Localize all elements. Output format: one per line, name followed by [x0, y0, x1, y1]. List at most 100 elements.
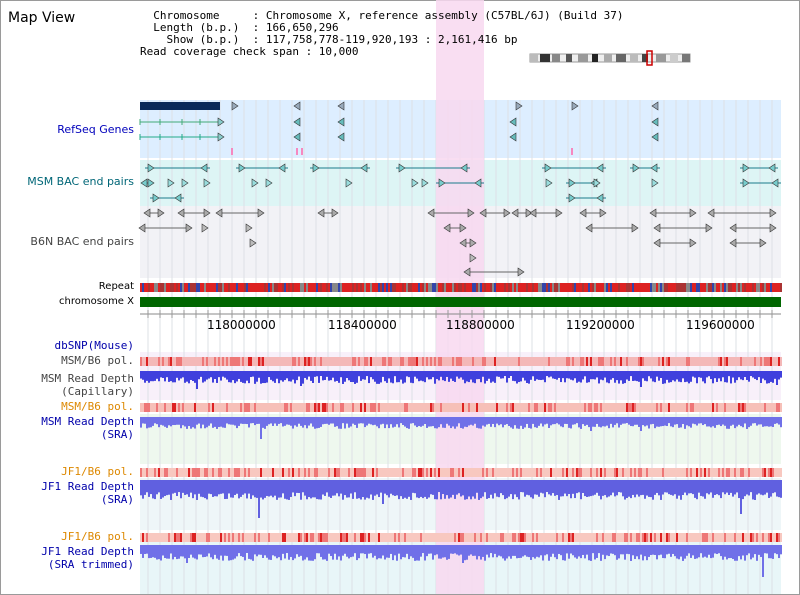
msm-b6-pol-cell: [550, 403, 552, 412]
jf1-trim-depth-bar: [392, 545, 394, 561]
msm-b6-pol-cell: [626, 357, 628, 366]
ideogram-band: [566, 54, 572, 62]
jf1-sra-depth-bar: [554, 480, 556, 496]
jf1-sra-depth-bar: [662, 480, 664, 495]
jf1-sra-depth-bar: [616, 480, 618, 496]
jf1-sra-depth-bar: [738, 480, 740, 499]
track-label-refseq-genes[interactable]: RefSeq Genes: [57, 123, 134, 136]
jf1-trim-depth-bar: [658, 545, 660, 556]
jf1-b6-pol-cell: [376, 533, 378, 542]
msm-sra-depth-bar: [332, 417, 334, 424]
msm-b6-pol-cell: [646, 403, 648, 412]
jf1-b6-pol-cell: [764, 468, 766, 477]
capillary-depth-bar: [162, 371, 164, 378]
capillary-depth-bar: [450, 371, 452, 379]
jf1-b6-pol-cell: [594, 533, 596, 542]
jf1-b6-pol-cell: [346, 468, 348, 477]
jf1-b6-pol-cell: [658, 468, 660, 477]
msm-sra-depth-bar: [676, 417, 678, 425]
repeat-segment: [690, 283, 692, 292]
jf1-trim-depth-bar: [364, 545, 366, 555]
msm-sra-depth-bar: [764, 417, 766, 427]
msm-b6-pol-cell: [486, 357, 488, 366]
capillary-depth-bar: [298, 371, 300, 377]
msm-b6-pol-cell: [314, 357, 316, 366]
jf1-trim-depth-bar: [512, 545, 514, 556]
msm-b6-pol-cell: [462, 357, 464, 366]
msm-b6-pol-cell: [686, 357, 688, 366]
jf1-b6-pol-cell: [396, 533, 398, 542]
jf1-b6-pol-cell: [448, 468, 450, 477]
jf1-b6-pol-cell: [572, 468, 574, 477]
jf1-trim-depth-bar: [528, 545, 530, 558]
track-label-dbsnp[interactable]: dbSNP(Mouse): [54, 339, 134, 352]
capillary-depth-bar: [364, 371, 366, 380]
msm-bac-end: [238, 163, 246, 173]
msm-sra-depth-bar: [716, 417, 718, 426]
repeat-segment: [394, 283, 396, 292]
msm-b6-pol-cell: [654, 403, 656, 412]
msm-sra-depth-bar: [426, 417, 428, 428]
jf1-b6-pol-cell: [746, 533, 748, 542]
jf1-b6-pol-cell: [416, 533, 418, 542]
msm-b6-pol-cell: [144, 403, 146, 412]
msm-b6-pol-cell: [326, 403, 328, 412]
capillary-depth-bar: [602, 371, 604, 381]
jf1-sra-depth-bar: [436, 480, 438, 500]
repeat-segment: [468, 283, 470, 292]
msm-bac-end: [742, 163, 750, 173]
jf1-sra-depth-bar: [266, 480, 268, 496]
jf1-b6-pol-cell: [698, 468, 700, 477]
repeat-segment: [408, 283, 410, 292]
jf1-b6-pol-cell: [462, 468, 464, 477]
jf1-b6-pol-cell: [508, 533, 510, 542]
msm-b6-pol-cell: [232, 357, 234, 366]
track-label-msm-bac[interactable]: MSM BAC end pairs: [27, 175, 134, 188]
jf1-sra-depth-bar: [398, 480, 400, 500]
jf1-sra-depth-bar: [618, 480, 620, 493]
jf1-b6-pol-cell: [220, 468, 222, 477]
msm-sra-depth-bar: [156, 417, 158, 425]
jf1-b6-pol-cell: [232, 533, 234, 542]
repeat-segment: [148, 283, 150, 292]
msm-b6-pol-cell: [480, 357, 482, 366]
jf1-trim-depth-bar: [362, 545, 364, 554]
capillary-depth-bar: [736, 371, 738, 381]
msm-b6-pol-cell: [726, 403, 728, 412]
jf1-b6-pol-cell: [148, 533, 150, 542]
capillary-depth-bar: [764, 371, 766, 381]
jf1-b6-pol-cell: [142, 533, 144, 542]
jf1-b6-pol-cell: [528, 468, 530, 477]
repeat-segment: [192, 283, 194, 292]
msm-b6-pol-cell: [230, 403, 232, 412]
jf1-b6-pol-cell: [496, 533, 498, 542]
capillary-depth-bar: [152, 371, 154, 382]
capillary-depth-bar: [418, 371, 420, 382]
jf1-trim-depth-bar: [318, 545, 320, 554]
jf1-b6-pol-cell: [484, 533, 486, 542]
repeat-segment: [666, 283, 668, 292]
jf1-b6-pol-cell: [398, 533, 400, 542]
jf1-sra-depth-bar: [552, 480, 554, 494]
jf1-b6-pol-cell: [558, 533, 560, 542]
repeat-segment: [776, 283, 778, 292]
msm-sra-depth-bar: [520, 417, 522, 426]
jf1-b6-pol-cell: [750, 468, 752, 477]
repeat-segment: [280, 283, 282, 292]
msm-b6-pol-cell: [548, 403, 550, 412]
repeat-segment: [662, 283, 664, 292]
jf1-b6-pol-cell: [390, 468, 392, 477]
jf1-sra-depth-bar: [640, 480, 642, 496]
msm-b6-pol-cell: [606, 403, 608, 412]
jf1-sra-depth-bar: [276, 480, 278, 500]
jf1-b6-pol-cell: [152, 468, 154, 477]
repeat-segment: [598, 283, 600, 292]
jf1-trim-depth-bar: [258, 545, 260, 555]
jf1-trim-depth-bar: [552, 545, 554, 554]
track-label-b6n-bac[interactable]: B6N BAC end pairs: [30, 235, 134, 248]
capillary-depth-bar: [654, 371, 656, 383]
jf1-b6-pol-cell: [498, 468, 500, 477]
msm-b6-pol-cell: [672, 403, 674, 412]
b6n-bac-end: [579, 208, 587, 218]
msm-b6-pol-cell: [524, 403, 526, 412]
